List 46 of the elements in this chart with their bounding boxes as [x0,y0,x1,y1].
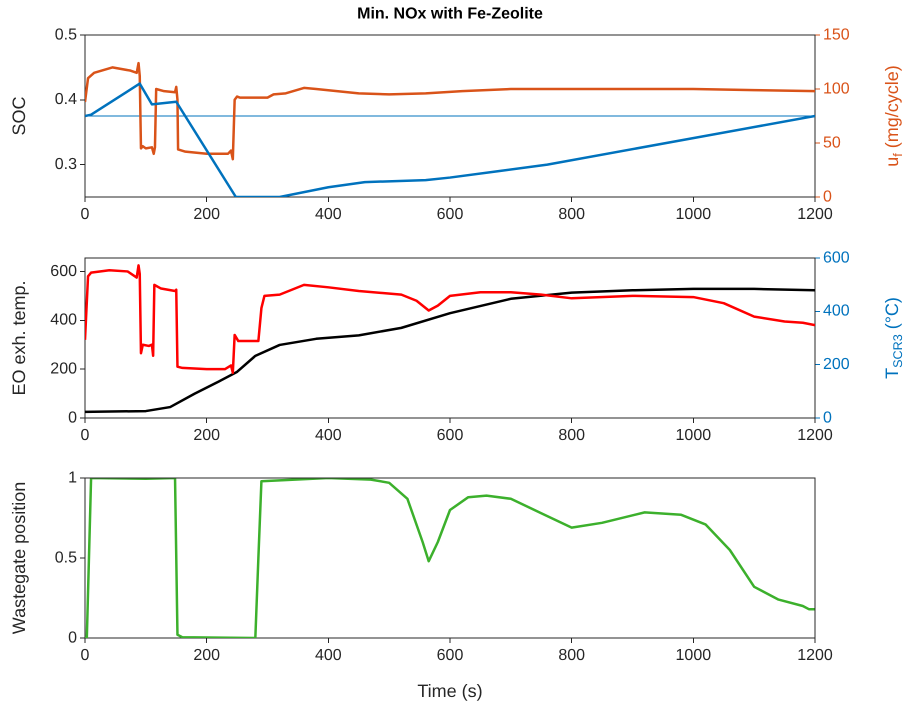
x-tick-label: 400 [314,206,342,224]
y-tick-label: 400 [50,312,78,329]
x-tick-label: 1200 [797,206,833,224]
x-tick-label: 1000 [676,647,712,664]
x-tick-label: 0 [80,647,90,664]
y-tick-label: 1 [68,469,78,486]
y2-tick-label: 150 [823,26,850,44]
y2-tick-label: 0 [823,409,832,426]
chart-title: Min. NOx with Fe-Zeolite [357,5,543,22]
y-axis-title: Wastegate position [8,482,29,634]
y-axis-title: SOC [8,96,29,136]
y2-tick-label: 0 [823,188,832,206]
x-tick-label: 0 [80,206,90,224]
y-tick-label: 0 [68,629,78,646]
y2-axis-title: TSCR3 (°C) [882,297,905,379]
x-tick-label: 1200 [797,647,833,664]
x-tick-label: 400 [314,647,342,664]
x-tick-label: 200 [193,647,220,664]
y-axis-title: EO exh. temp. [8,280,29,396]
y2-tick-label: 200 [823,356,850,374]
y-tick-label: 600 [50,262,78,280]
y2-tick-label: 100 [823,80,850,98]
x-tick-label: 200 [193,427,220,444]
y-tick-label: 0 [68,409,78,426]
y-tick-label: 0.5 [54,26,78,44]
y-tick-label: 0.3 [54,156,78,174]
x-tick-label: 1000 [676,427,712,444]
x-tick-label: 1000 [676,206,712,224]
x-tick-label: 800 [558,647,586,664]
x-tick-label: 200 [193,206,220,224]
x-tick-label: 0 [80,427,90,444]
y2-tick-label: 600 [823,249,850,266]
y2-tick-label: 400 [823,302,850,320]
y2-tick-label: 50 [823,134,841,152]
x-tick-label: 800 [558,206,586,224]
y-tick-label: 0.4 [54,91,78,108]
x-tick-label: 600 [436,647,464,664]
x-axis-title: Time (s) [417,681,483,702]
x-tick-label: 1200 [797,427,833,444]
x-tick-label: 600 [436,206,464,224]
x-tick-label: 400 [314,427,342,444]
y2-axis-title: uf (mg/cycle) [882,65,905,167]
x-tick-label: 600 [436,427,464,444]
y-tick-label: 0.5 [54,549,78,566]
y-tick-label: 200 [50,360,78,378]
x-tick-label: 800 [558,427,586,444]
